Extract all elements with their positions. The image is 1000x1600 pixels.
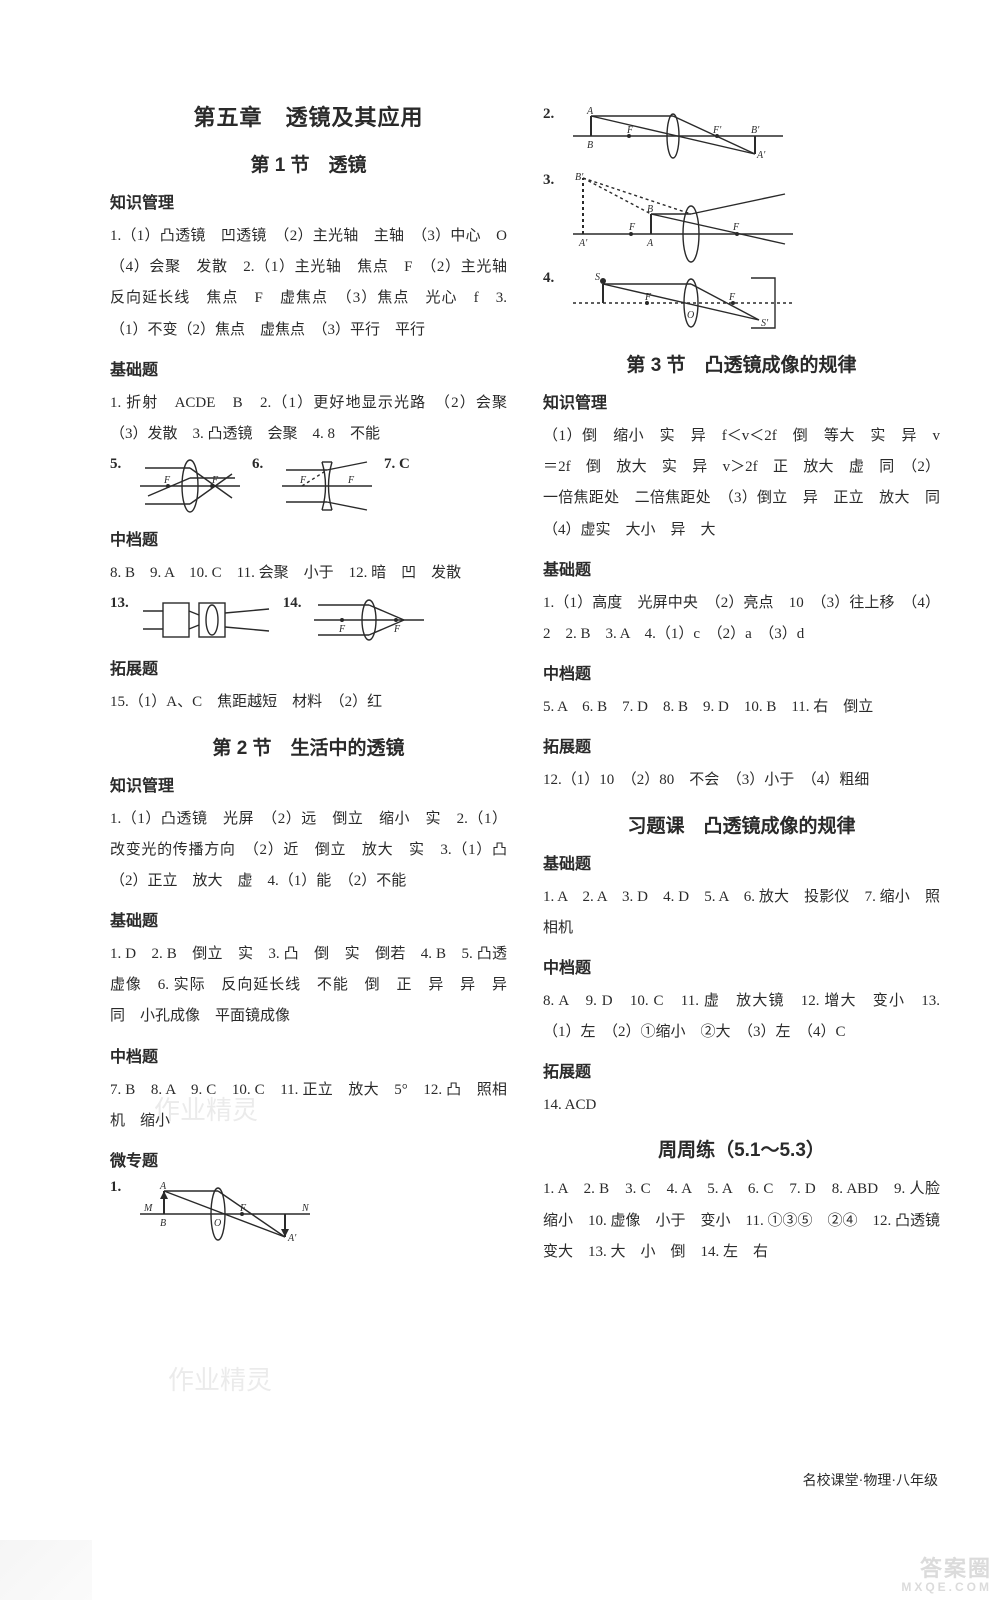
page-root: 第五章 透镜及其应用 第 1 节 透镜 知识管理 1.（1）凸透镜 凹透镜 （2… xyxy=(0,0,1000,1308)
wzt4-num: 4. xyxy=(543,270,561,287)
svg-text:A': A' xyxy=(578,238,588,249)
s4-jct-head: 基础题 xyxy=(543,850,940,874)
s1-figs-5-7: 5. FF 6. FF 7. C xyxy=(110,456,507,516)
s3-zdt-head: 中档题 xyxy=(543,660,940,684)
svg-text:M: M xyxy=(143,1203,153,1214)
section2-title: 第 2 节 生活中的透镜 xyxy=(110,733,507,760)
lens-focal-points-icon: FF xyxy=(314,595,424,645)
svg-text:F: F xyxy=(732,222,740,233)
svg-text:B: B xyxy=(160,1218,166,1229)
ghost-watermark-2: 作业精灵 xyxy=(168,1360,272,1397)
s1-zdt-head: 中档题 xyxy=(110,526,507,550)
s2-zdt-body: 7. B 8. A 9. C 10. C 11. 正立 放大 5° 12. 凸 … xyxy=(110,1075,507,1137)
section3-title: 第 3 节 凸透镜成像的规律 xyxy=(543,350,940,377)
fig13-num: 13. xyxy=(110,595,129,612)
projector-screen-diagram-icon: S S' FFO xyxy=(573,270,793,336)
corner-shade xyxy=(0,1540,92,1600)
s2-zsgl-body: 1.（1）凸透镜 光屏 （2）远 倒立 缩小 实 2.（1）改变光的传播方向 （… xyxy=(110,804,507,898)
section5-title: 周周练（5.1～5.3） xyxy=(543,1135,940,1162)
svg-text:B: B xyxy=(587,140,593,151)
wzt3-num: 3. xyxy=(543,172,561,189)
svg-text:B': B' xyxy=(575,172,584,183)
svg-text:F: F xyxy=(393,624,401,635)
chapter-title: 第五章 透镜及其应用 xyxy=(110,100,507,132)
virtual-image-diagram-icon: B B' A'A FF xyxy=(573,172,793,264)
s2-fig1: 1. MAB OF A'N xyxy=(110,1179,507,1249)
s2-fig4: 4. S S' FFO xyxy=(543,270,940,336)
svg-text:F: F xyxy=(338,624,346,635)
svg-text:S: S xyxy=(595,272,600,283)
fig6-num: 6. xyxy=(252,456,270,473)
fig7-ans: 7. C xyxy=(384,456,410,473)
s1-zsgl-head: 知识管理 xyxy=(110,189,507,213)
s2-zsgl-head: 知识管理 xyxy=(110,772,507,796)
svg-text:A: A xyxy=(159,1181,167,1192)
s1-zdt-body-a: 8. B 9. A 10. C 11. 会聚 小于 12. 暗 凹 发散 xyxy=(110,558,507,589)
fig5-num: 5. xyxy=(110,456,128,473)
wzt2-num: 2. xyxy=(543,106,561,123)
s3-zdt-body: 5. A 6. B 7. D 8. B 9. D 10. B 11. 右 倒立 xyxy=(543,692,940,723)
s4-tzt-head: 拓展题 xyxy=(543,1058,940,1082)
s2-wzt-head: 微专题 xyxy=(110,1147,507,1171)
svg-text:A': A' xyxy=(756,150,766,161)
s1-tzt-head: 拓展题 xyxy=(110,655,507,679)
s3-zsgl-body: （1）倒 缩小 实 异 f＜v＜2f 倒 等大 实 异 v＝2f 倒 放大 实 … xyxy=(543,421,940,546)
convex-lens-rays-icon: FF xyxy=(140,456,240,516)
image-formation-diagram-icon: MAB OF A'N xyxy=(140,1179,310,1249)
s3-zsgl-head: 知识管理 xyxy=(543,389,940,413)
s5-body: 1. A 2. B 3. C 4. A 5. A 6. C 7. D 8. AB… xyxy=(543,1174,940,1268)
svg-text:A': A' xyxy=(287,1233,297,1244)
s4-tzt-body: 14. ACD xyxy=(543,1090,940,1121)
concave-lens-rays-icon: FF xyxy=(282,456,372,516)
s2-jct-head: 基础题 xyxy=(110,907,507,931)
s3-tzt-head: 拓展题 xyxy=(543,733,940,757)
s1-jct-body-a: 1. 折射 ACDE B 2.（1）更好地显示光路 （2）会聚 （3）发散 3.… xyxy=(110,388,507,450)
svg-text:F: F xyxy=(299,475,307,486)
s1-jct-head: 基础题 xyxy=(110,356,507,380)
svg-text:O: O xyxy=(687,310,694,321)
right-column: 2. A A' BFF'B' 3. B B' xyxy=(543,100,940,1268)
s2-zdt-head: 中档题 xyxy=(110,1043,507,1067)
svg-text:B': B' xyxy=(751,125,760,136)
s4-zdt-body: 8. A 9. D 10. C 11. 虚 放大镜 12. 增大 变小 13.（… xyxy=(543,986,940,1048)
footer-text: 名校课堂·物理·八年级 xyxy=(803,1470,938,1490)
s1-tzt-body: 15.（1）A、C 焦距越短 材料 （2）红 xyxy=(110,687,507,718)
svg-text:A: A xyxy=(646,238,654,249)
s1-figs-13-14: 13. 14. FF xyxy=(110,595,507,645)
s2-fig2: 2. A A' BFF'B' xyxy=(543,106,940,166)
svg-text:S': S' xyxy=(761,318,769,329)
s3-jct-body: 1.（1）高度 光屏中央 （2）亮点 10 （3）往上移 （4）2 2. B 3… xyxy=(543,588,940,650)
s4-jct-body: 1. A 2. A 3. D 4. D 5. A 6. 放大 投影仪 7. 缩小… xyxy=(543,882,940,944)
wzt1-num: 1. xyxy=(110,1179,128,1196)
section1-title: 第 1 节 透镜 xyxy=(110,150,507,177)
s2-fig3: 3. B B' A'A FF xyxy=(543,172,940,264)
section4-title: 习题课 凸透镜成像的规律 xyxy=(543,811,940,838)
s3-tzt-body: 12.（1）10 （2）80 不会 （3）小于 （4）粗细 xyxy=(543,765,940,796)
left-column: 第五章 透镜及其应用 第 1 节 透镜 知识管理 1.（1）凸透镜 凹透镜 （2… xyxy=(110,100,507,1268)
svg-text:F: F xyxy=(347,475,355,486)
rect-lens-box-icon xyxy=(141,595,271,645)
s1-zsgl-body: 1.（1）凸透镜 凹透镜 （2）主光轴 主轴 （3）中心 O（4）会聚 发散 2… xyxy=(110,221,507,346)
site-watermark: 答案圈 MXQE.COM xyxy=(901,1557,992,1594)
s2-jct-body: 1. D 2. B 倒立 实 3. 凸 倒 实 倒若 4. B 5. 凸透虚像 … xyxy=(110,939,507,1033)
wm-sub: MXQE.COM xyxy=(901,1581,992,1594)
svg-text:F: F xyxy=(628,222,636,233)
s4-zdt-head: 中档题 xyxy=(543,954,940,978)
wm-top: 答案圈 xyxy=(920,1556,992,1581)
ray-diagram-2-icon: A A' BFF'B' xyxy=(573,106,783,166)
s3-jct-head: 基础题 xyxy=(543,556,940,580)
fig14-num: 14. xyxy=(283,595,302,612)
svg-text:O: O xyxy=(214,1218,221,1229)
svg-text:N: N xyxy=(301,1203,310,1214)
